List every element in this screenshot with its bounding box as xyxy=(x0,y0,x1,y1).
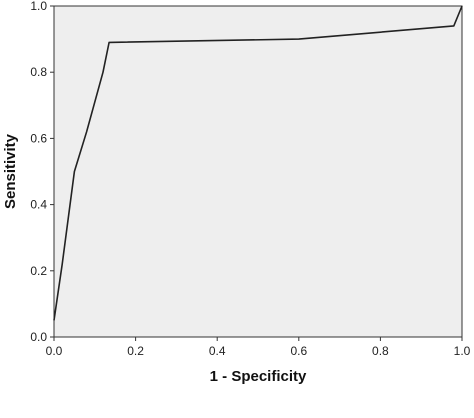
x-tick-label: 0.4 xyxy=(209,344,226,358)
x-axis-title: 1 - Specificity xyxy=(210,368,307,385)
y-tick-label: 0.0 xyxy=(30,330,47,344)
y-tick-label: 1.0 xyxy=(30,0,47,13)
y-tick-label: 0.6 xyxy=(30,131,47,145)
x-tick-label: 0.0 xyxy=(46,344,63,358)
y-tick-label: 0.8 xyxy=(30,65,47,79)
x-tick-label: 0.8 xyxy=(372,344,389,358)
y-tick-label: 0.2 xyxy=(30,264,47,278)
x-tick-label: 0.6 xyxy=(290,344,307,358)
y-tick-label: 0.4 xyxy=(30,198,47,212)
plot-area xyxy=(54,6,462,337)
y-axis-title: Sensitivity xyxy=(2,133,19,209)
x-tick-label: 1.0 xyxy=(454,344,471,358)
x-tick-label: 0.2 xyxy=(127,344,144,358)
